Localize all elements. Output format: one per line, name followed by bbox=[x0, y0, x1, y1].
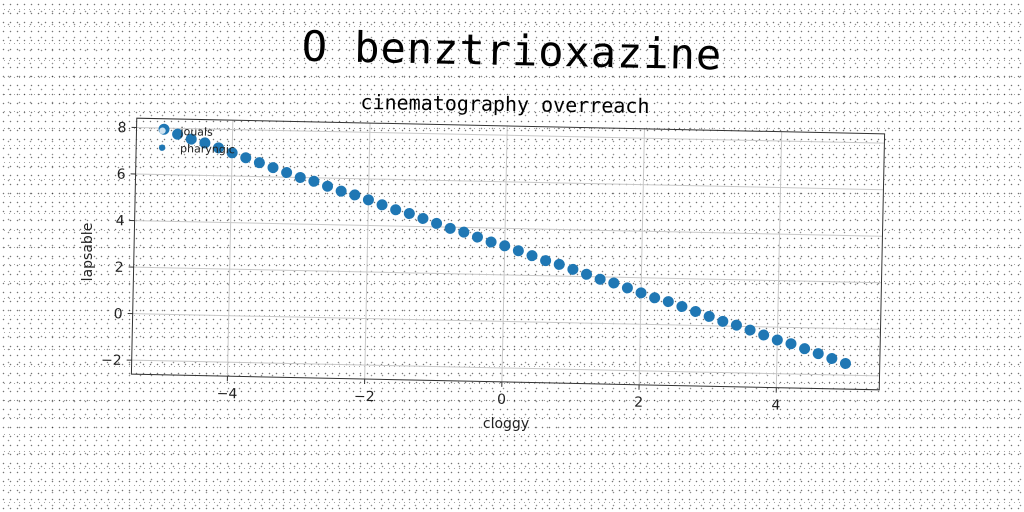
ticks: −4 −2 0 2 4 −2 0 2 4 6 8 bbox=[101, 120, 781, 414]
data-point bbox=[839, 357, 851, 369]
legend-marker-jouals bbox=[159, 127, 166, 134]
plot-frame bbox=[130, 117, 886, 391]
data-point bbox=[662, 296, 674, 308]
data-point bbox=[758, 329, 770, 341]
data-point bbox=[771, 334, 783, 346]
data-point bbox=[649, 292, 661, 304]
data-point bbox=[185, 133, 197, 145]
data-point bbox=[213, 142, 225, 154]
data-point bbox=[744, 324, 756, 336]
data-point bbox=[403, 208, 415, 220]
y-tick-label: 6 bbox=[116, 167, 125, 183]
data-point bbox=[567, 263, 579, 275]
data-point bbox=[226, 147, 238, 159]
data-point bbox=[431, 217, 443, 229]
data-point bbox=[444, 222, 456, 234]
data-point bbox=[526, 250, 538, 262]
data-point bbox=[799, 343, 811, 355]
x-grid-line bbox=[226, 120, 234, 377]
y-tick-label: 8 bbox=[117, 120, 126, 136]
data-point bbox=[499, 240, 511, 252]
data-point bbox=[540, 255, 552, 267]
x-grid-line bbox=[775, 131, 783, 388]
data-point bbox=[253, 157, 265, 169]
data-point bbox=[512, 245, 524, 257]
y-grid-line bbox=[134, 220, 883, 237]
data-points bbox=[158, 123, 851, 369]
y-grid-line bbox=[131, 359, 880, 377]
x-tick-label: −2 bbox=[354, 389, 375, 405]
y-axis-label: lapsable bbox=[80, 223, 96, 282]
data-point bbox=[553, 258, 565, 270]
y-tick-label: −2 bbox=[101, 353, 122, 369]
data-point bbox=[294, 171, 306, 183]
x-tick-label: 2 bbox=[634, 395, 643, 411]
data-point bbox=[676, 301, 688, 313]
data-point bbox=[308, 175, 320, 187]
data-point bbox=[267, 162, 279, 174]
data-point bbox=[362, 194, 374, 206]
data-point bbox=[390, 204, 402, 216]
data-point bbox=[322, 180, 334, 192]
x-tick-label: 0 bbox=[497, 392, 506, 408]
data-point bbox=[581, 268, 593, 280]
legend-label-jouals: jouals bbox=[179, 125, 213, 139]
data-point bbox=[376, 199, 388, 211]
data-point bbox=[458, 226, 470, 238]
x-grid-line bbox=[364, 123, 371, 380]
data-point bbox=[621, 282, 633, 294]
legend-marker-pharyngic bbox=[158, 144, 166, 151]
grid bbox=[131, 120, 885, 388]
y-grid-line bbox=[132, 313, 881, 330]
x-tick-label: −4 bbox=[217, 386, 238, 402]
data-point bbox=[417, 212, 429, 224]
data-point bbox=[703, 310, 715, 322]
data-point bbox=[635, 287, 647, 299]
data-point bbox=[826, 353, 838, 365]
data-point bbox=[281, 167, 293, 179]
data-point bbox=[812, 348, 824, 360]
x-grid-line bbox=[638, 128, 645, 385]
y-tick-label: 4 bbox=[116, 213, 125, 229]
legend: jouals pharyngic bbox=[158, 125, 235, 156]
data-point bbox=[471, 231, 483, 243]
data-point bbox=[349, 189, 361, 201]
x-grid-line bbox=[501, 125, 508, 382]
data-point bbox=[240, 152, 252, 164]
legend-label-pharyngic: pharyngic bbox=[180, 142, 235, 156]
x-tick-label: 4 bbox=[771, 398, 780, 414]
data-point bbox=[730, 319, 742, 331]
data-point bbox=[199, 137, 211, 149]
data-point bbox=[335, 185, 347, 197]
data-point bbox=[717, 315, 729, 327]
data-point bbox=[172, 128, 184, 140]
y-grid-line bbox=[136, 127, 885, 144]
data-point bbox=[690, 305, 702, 317]
y-tick-label: 2 bbox=[115, 260, 124, 276]
x-axis-label: cloggy bbox=[483, 416, 529, 432]
y-tick-label: 0 bbox=[114, 306, 123, 322]
data-point bbox=[785, 338, 797, 350]
y-grid-line bbox=[133, 266, 882, 284]
data-point bbox=[485, 236, 497, 248]
data-point bbox=[608, 277, 620, 289]
y-grid-line bbox=[135, 173, 884, 191]
data-point bbox=[594, 273, 606, 285]
